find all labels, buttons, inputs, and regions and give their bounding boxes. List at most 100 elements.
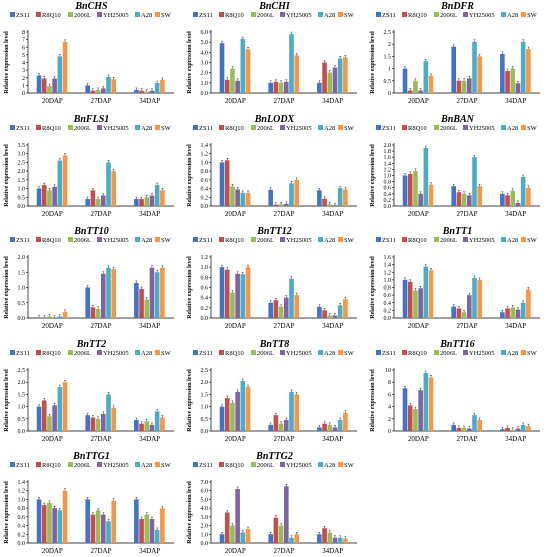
legend-swatch-2006L [434,125,439,130]
bar-YH25005-34DAP [149,90,155,93]
bar-YH25005-34DAP [515,83,521,93]
y-tick-label: 0.2 [18,532,26,538]
y-tick-label: 0.2 [384,198,392,204]
bar-SW-20DAP [62,155,68,206]
bar-A28-34DAP [520,424,526,431]
x-tick-label: 27DAP [273,210,294,218]
legend-swatch-YH25005 [280,125,285,130]
legend-label-R8Q10: R8Q10 [225,237,244,244]
legend-label-R8Q10: R8Q10 [42,350,61,357]
legend-label-SW: SW [527,125,538,132]
bar-YH25005-34DAP [515,309,521,318]
x-tick-label: 34DAP [322,547,343,555]
x-tick-label: 27DAP [90,210,111,218]
legend-swatch-R8Q10 [219,462,224,467]
legend-label-YH25005: YH25005 [286,12,312,19]
bar-YH25005-20DAP [52,78,57,93]
bar-ZS11-27DAP [451,424,456,431]
bar-SW-27DAP [294,295,299,318]
y-tick-label: 1.5 [18,178,26,184]
y-tick-label: 0.8 [384,180,392,186]
legend-label-A28: A28 [141,350,152,357]
legend-swatch-SW [338,462,343,467]
bar-YH25005-34DAP [515,428,521,431]
bar-A28-34DAP [337,537,343,543]
legend-swatch-ZS11 [10,350,15,355]
legend-label-A28: A28 [324,12,335,19]
y-tick-label: 0.5 [384,79,392,85]
chart-title: BnTT2 [76,339,106,350]
x-tick-label: 34DAP [322,210,343,218]
bar-R8Q10-20DAP [407,173,413,206]
chart-title: BnTT10 [73,226,108,237]
bar-YH25005-20DAP [235,488,240,543]
bar-YH25005-34DAP [149,195,155,206]
legend-swatch-ZS11 [376,237,381,242]
bar-R8Q10-20DAP [41,185,47,206]
legend-label-YH25005: YH25005 [286,350,312,357]
legend-label-SW: SW [527,237,538,244]
bar-YH25005-27DAP [467,428,472,431]
bar-A28-27DAP [289,278,294,318]
legend-swatch-2006L [434,237,439,242]
bar-2006L-27DAP [461,80,467,93]
legend-label-SW: SW [344,350,355,357]
bar-A28-27DAP [472,415,477,431]
bar-YH25005-27DAP [101,88,106,93]
bar-SW-34DAP [343,57,348,93]
bar-ZS11-20DAP [219,534,225,543]
bar-ZS11-34DAP [317,427,322,431]
y-axis-label: Relative expression level [187,31,193,94]
bar-YH25005-34DAP [332,315,338,318]
bar-2006L-20DAP [230,68,235,93]
panel-BnTT8: BnTT8 ZS11 R8Q10 2006L YH25005 A28 SW Relative … [187,339,357,443]
y-axis-label: Relative expression level [187,144,193,207]
bar-A28-34DAP [337,305,343,318]
y-tick-label: 1.0 [201,405,209,411]
bar-SW-27DAP [294,55,299,93]
bar-YH25005-27DAP [101,413,106,431]
x-tick-label: 27DAP [273,322,294,330]
legend-label-ZS11: ZS11 [199,125,213,132]
legend-swatch-YH25005 [97,350,102,355]
y-tick-label: 6.0 [201,489,209,495]
y-tick-label: 0.8 [384,286,392,292]
x-tick-label: 34DAP [505,210,526,218]
legend-swatch-SW [338,237,343,242]
bar-SW-20DAP [428,75,434,93]
x-tick-label: 20DAP [42,547,63,555]
panel-BnCHI: BnCHI ZS11 R8Q10 2006L YH25005 A28 SW Relative … [187,1,357,105]
legend-swatch-ZS11 [10,237,15,242]
bar-A28-27DAP [289,391,294,431]
bar-A28-34DAP [154,411,160,431]
legend-label-2006L: 2006L [257,125,274,132]
legend-label-YH25005: YH25005 [103,12,129,19]
legend-label-R8Q10: R8Q10 [42,237,61,244]
x-tick-label: 20DAP [42,210,63,218]
panel-BnCHS: BnCHS ZS11 R8Q10 2006L YH25005 A28 SW Relative … [4,1,174,105]
y-tick-label: 1.4 [384,263,392,269]
bar-ZS11-20DAP [36,75,42,93]
bar-SW-34DAP [343,538,348,543]
x-tick-label: 20DAP [225,435,246,443]
chart-title: BnFLS1 [73,114,110,125]
y-tick-label: 0.0 [201,91,209,97]
bar-YH25005-34DAP [332,537,338,543]
bar-A28-20DAP [57,316,63,318]
x-tick-label: 20DAP [225,322,246,330]
legend-swatch-2006L [68,125,73,130]
bar-YH25005-27DAP [284,203,289,206]
legend-swatch-ZS11 [376,350,381,355]
bar-SW-27DAP [477,420,482,431]
legend-label-YH25005: YH25005 [103,125,129,132]
bar-2006L-34DAP [144,91,150,93]
bar-YH25005-27DAP [284,81,289,93]
y-tick-label: 3.0 [18,152,26,158]
y-tick-label: 3.0 [201,515,209,521]
chart-title: BnLODX [254,114,295,125]
chart-title: BnDFR [440,1,474,12]
legend-label-2006L: 2006L [74,125,91,132]
legend-swatch-A28 [318,125,323,130]
y-tick-label: 0.0 [18,429,26,435]
y-tick-label: 1.5 [18,392,26,398]
